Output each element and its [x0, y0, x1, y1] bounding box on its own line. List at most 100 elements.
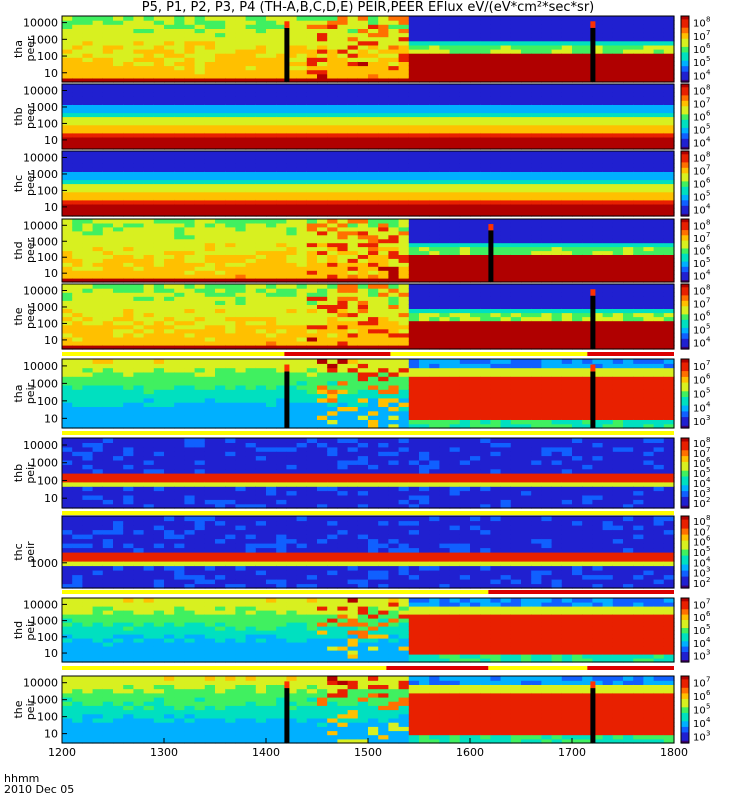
spectrogram-cell [602, 73, 614, 79]
spectrogram-cell [378, 84, 389, 89]
spectrogram-cell [368, 24, 379, 29]
spectrogram-cell [368, 288, 379, 293]
spectrogram-cell [337, 230, 349, 236]
spectrogram-cell [378, 32, 389, 38]
spectrogram-cell [235, 69, 247, 75]
spectrogram-cell [643, 73, 655, 79]
spectrogram-cell [62, 16, 73, 21]
spectrogram-cell [235, 136, 247, 142]
spectrogram-cell [194, 151, 206, 156]
spectrogram-cell [337, 344, 349, 350]
spectrogram-cell [572, 230, 583, 236]
spectrogram-cell [337, 132, 349, 138]
colorbar-cell [681, 172, 689, 176]
spectrogram-cell [561, 288, 573, 293]
spectrogram-cell [204, 163, 216, 168]
spectrogram-cell [398, 69, 410, 75]
spectrogram-cell [306, 340, 318, 346]
spectrogram-cell [368, 136, 379, 142]
spectrogram-cell [510, 88, 522, 93]
spectrogram-cell [643, 246, 655, 252]
spectrogram-cell [592, 203, 604, 209]
spectrogram-cell [663, 120, 675, 126]
spectrogram-cell [388, 65, 400, 71]
spectrogram-cell [327, 28, 338, 34]
spectrogram-cell [429, 88, 440, 93]
spectrogram-cell [541, 128, 553, 134]
spectrogram-cell [82, 284, 94, 289]
spectrogram-cell [602, 36, 614, 42]
spectrogram-cell [143, 300, 155, 305]
spectrogram-cell [602, 61, 614, 67]
spectrogram-cell [500, 84, 512, 89]
spectrogram-cell [663, 32, 675, 38]
spectrogram-cell [255, 242, 267, 248]
spectrogram-cell [480, 308, 491, 314]
spectrogram-cell [235, 230, 247, 236]
spectrogram-cell [306, 69, 318, 75]
spectrogram-cell [62, 24, 73, 29]
spectrogram-cell [225, 234, 236, 240]
spectrogram-cell [551, 104, 563, 109]
spectrogram-cell [72, 288, 83, 293]
spectrogram-cell [327, 84, 338, 89]
spectrogram-cell [184, 300, 196, 305]
spectrogram-cell [541, 108, 553, 114]
spectrogram-cell [174, 254, 185, 259]
spectrogram-cell [113, 92, 124, 97]
spectrogram-cell [327, 270, 338, 275]
spectrogram-cell [102, 124, 114, 130]
spectrogram-cell [235, 77, 247, 83]
spectrogram-cell [327, 69, 338, 75]
spectrogram-cell [408, 128, 420, 134]
spectrogram-cell [663, 254, 675, 259]
spectrogram-cell [408, 207, 420, 213]
spectrogram-cell [561, 304, 573, 309]
spectrogram-cell [286, 136, 298, 142]
spectrogram-cell [327, 96, 338, 101]
colorbar-cell [681, 224, 689, 228]
spectrogram-cell [602, 344, 614, 350]
spectrogram-cell [368, 191, 379, 197]
spectrogram-cell [215, 108, 226, 114]
spectrogram-cell [388, 336, 400, 342]
spectrogram-cell [184, 112, 196, 118]
spectrogram-cell [398, 238, 410, 244]
spectrogram-cell [174, 100, 185, 105]
spectrogram-cell [266, 246, 277, 252]
spectrogram-cell [419, 211, 430, 217]
spectrogram-cell [398, 159, 410, 164]
spectrogram-cell [429, 336, 440, 342]
spectrogram-cell [215, 167, 226, 172]
spectrogram-cell [235, 320, 247, 326]
spectrogram-cell [225, 96, 236, 101]
spectrogram-cell [113, 340, 124, 346]
spectrogram-cell [612, 292, 624, 297]
spectrogram-cell [602, 120, 614, 126]
spectrogram-cell [388, 284, 400, 289]
spectrogram-cell [143, 262, 155, 267]
spectrogram-cell [255, 234, 267, 240]
spectrogram-cell [541, 278, 553, 283]
spectrogram-cell [429, 191, 440, 197]
spectrogram-cell [317, 238, 328, 244]
spectrogram-cell [541, 32, 553, 38]
y-tick-label: 100 [37, 317, 58, 330]
spectrogram-cell [510, 308, 522, 314]
spectrogram-cell [225, 219, 236, 224]
spectrogram-cell [592, 40, 604, 46]
spectrogram-cell [143, 320, 155, 326]
spectrogram-cell [225, 88, 236, 93]
spectrogram-cell [245, 128, 257, 134]
spectrogram-cell [643, 32, 655, 38]
spectrogram-cell [204, 262, 216, 267]
spectrogram-cell [92, 124, 104, 130]
spectrogram-cell [602, 136, 614, 142]
spectrogram-cell [194, 262, 206, 267]
spectrogram-cell [623, 320, 634, 326]
spectrogram-cell [123, 207, 134, 213]
spectrogram-cell [398, 175, 410, 181]
spectrogram-cell [592, 336, 604, 342]
spectrogram-cell [408, 187, 420, 193]
spectrogram-cell [500, 296, 512, 301]
